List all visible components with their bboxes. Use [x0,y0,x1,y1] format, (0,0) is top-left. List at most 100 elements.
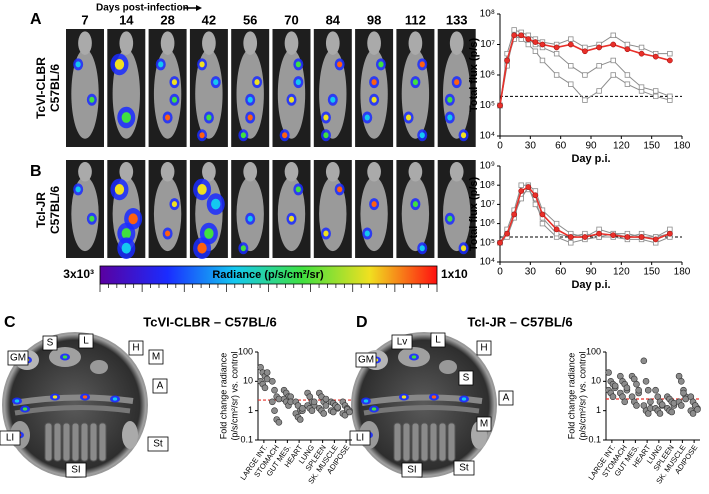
signal-blob [411,355,417,359]
series-line [499,29,670,106]
x-tick-label: 120 [613,141,630,152]
dot [640,357,648,365]
organ-label: A [157,381,164,392]
point [638,44,645,51]
signal-blob [323,230,329,237]
x-tick-label: 60 [555,141,567,152]
point [652,53,659,60]
point [539,211,546,218]
mouse-head [367,31,381,55]
small-intestine [402,422,411,462]
signal-blob [401,395,407,399]
signal-blob [378,61,384,68]
panel-label: B [30,163,42,180]
organ-label: SI [71,465,80,476]
dot [656,410,664,417]
point [596,88,602,94]
signal-blob [14,399,20,403]
signal-blob [75,186,81,193]
signal-blob [75,61,81,68]
organ-label-box [430,332,446,348]
organ-label-box [0,430,21,446]
point [539,220,546,227]
y-tick-label: 10⁶ [480,218,495,229]
signal-blob [295,186,301,193]
mouse-head [243,161,258,182]
dot [271,407,278,414]
point [610,57,616,64]
y-tick-label: 10⁹ [480,161,495,172]
signal-blob [412,201,418,208]
y-axis-label: Total flux (p/s) [468,176,480,251]
point [532,48,539,54]
point [497,102,503,109]
day-label: 70 [284,12,298,27]
signal-blob [282,132,288,139]
mouse-head [449,31,464,55]
small-intestine [80,422,89,462]
y-axis-label: (p/s/cm²/sr) vs. control [229,351,239,440]
dot [642,378,650,385]
organ-label-box [401,462,423,478]
organ-label: S [47,338,54,349]
point [511,32,518,39]
mouse-body [195,49,223,139]
x-tick-label: 180 [674,267,691,278]
point [610,232,617,239]
signal-blob [197,242,207,254]
signal-blob [288,215,295,222]
x-tick-label: 60 [555,267,567,278]
dot [677,378,685,385]
organ-label: L [435,335,441,346]
point [667,93,673,100]
point [582,48,588,55]
signal-blob [364,114,370,121]
signal-blob [431,395,437,399]
row-label: TcI-JR [34,192,48,228]
x-tick-label: 90 [585,141,597,152]
mouse-head [408,31,423,55]
signal-blob [22,407,28,411]
dot [623,384,631,392]
mouse-head [408,161,423,182]
organ-label: GM [358,355,374,366]
signal-blob [295,79,301,86]
panel-label: A [30,11,42,28]
point [553,44,560,51]
intestine [12,394,134,406]
day-label: 28 [160,12,174,27]
intestine [361,394,483,406]
point [567,41,574,48]
dot [322,402,330,409]
point [624,234,631,240]
y-tick-label: 10⁷ [480,39,495,50]
organ-label: LI [356,433,364,444]
signal-blob [323,114,329,121]
y-axis-label: Total flux (p/s) [468,37,480,112]
mouse-body [443,176,471,252]
y-tick-label: 10 [243,376,253,386]
organ-label-box [65,462,87,478]
signal-blob [211,198,221,210]
point [624,46,631,53]
point [638,84,645,90]
organ-label-box [349,430,371,446]
dot [341,411,349,419]
signal-blob [121,112,131,123]
organ-label: H [132,343,139,354]
signal-blob [419,132,425,139]
y-tick-label: 10⁴ [480,131,495,142]
signal-blob [82,395,88,399]
row-label: C57BL/6 [48,64,62,112]
mouse-body [360,176,388,252]
point [624,41,631,48]
signal-blob [337,61,343,68]
dot [647,398,654,406]
dot [658,401,666,408]
point [596,63,602,69]
point [497,239,503,246]
point [582,72,588,78]
y-tick-label: 10⁶ [480,70,495,81]
organ-label-box [476,416,492,432]
